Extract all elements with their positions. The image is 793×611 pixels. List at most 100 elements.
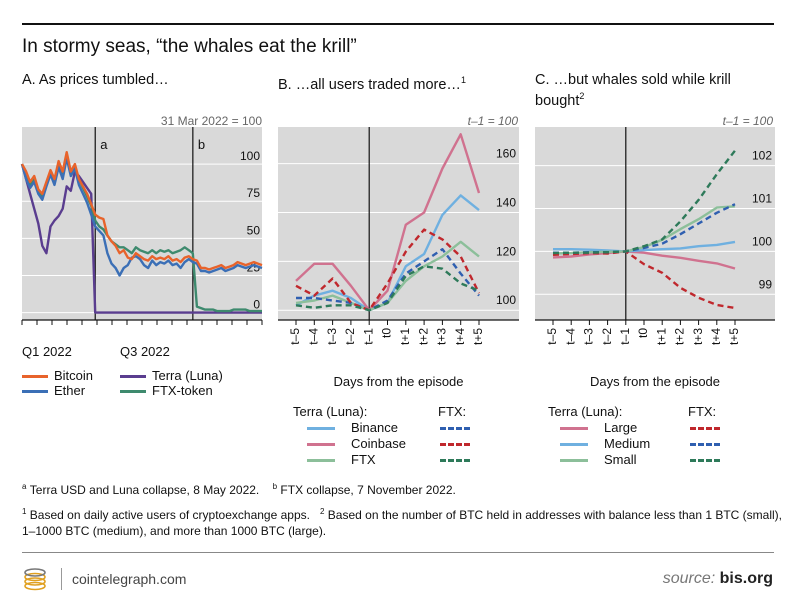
chart-a-series-terra-luna: [20, 163, 262, 314]
chart-c-xtick-label-0: t–5: [545, 328, 559, 345]
legend-c-col1-header: Terra (Luna):: [548, 404, 623, 419]
legend-c-swatch-small: [560, 459, 588, 462]
chart-c-series-medium-terra: [553, 240, 736, 253]
chart-c-xtick-label-10: t+5: [727, 328, 741, 345]
chart-b-ytick-120: 120: [496, 244, 516, 258]
legend-a-swatch-ether: [22, 390, 48, 393]
chart-a-ytick-50: 50: [247, 223, 261, 237]
chart-b-series-binance-ftx: [296, 248, 480, 312]
chart-c-xtick-label-9: t+4: [709, 328, 723, 345]
legend-a-label-ftx-token: FTX-token: [152, 383, 213, 398]
panel-c-subtitle: t–1 = 100: [722, 114, 773, 128]
chart-a-series-ether: [20, 157, 263, 277]
legend-c-label-large: Large: [604, 420, 638, 435]
chart-a-xlabel-q3-2022: Q3 2022: [120, 344, 170, 359]
chart-c-ytick-99: 99: [759, 277, 773, 291]
legend-c-dash-large: [690, 427, 720, 430]
footnote-a-mark: a: [22, 482, 27, 491]
legend-c-label-medium: Medium: [604, 436, 651, 451]
chart-c-series-small-ftx: [552, 149, 736, 255]
panel-c-title-line1: C. …but whales sold while krill: [535, 72, 731, 88]
chart-b: 100 120 140 160 t–5 t–4 t–3 t–2 t–1 t0 t+1 t+2 t+3 t+…: [278, 127, 519, 389]
chart-b-xtick-label-1: t–4: [306, 328, 320, 345]
chart-c-ytick-102: 102: [752, 149, 772, 163]
chart-c-series-large-terra: [552, 250, 736, 270]
chart-b-xtick-label-6: t+1: [398, 328, 412, 345]
chart-c-xtick-label-4: t–1: [618, 328, 632, 345]
chart-b-xtick-label-0: t–5: [288, 328, 302, 345]
panel-b-title: B. …all users traded more…1: [278, 72, 466, 93]
legend-a-swatch-terra: [120, 375, 146, 378]
legend-c-dash-small: [690, 459, 720, 462]
legend-b-swatch-binance: [307, 427, 335, 430]
chart-b-xaxis-title: Days from the episode: [333, 374, 463, 389]
legend-b-label-coinbase: Coinbase: [351, 436, 406, 451]
panel-c-title: C. …but whales sold while krill bought2: [535, 72, 731, 109]
chart-b-xtick-label-7: t+2: [416, 328, 430, 345]
chart-b-series-coinbase-ftx: [295, 228, 481, 312]
panel-a-subtitle: 31 Mar 2022 = 100: [160, 114, 262, 128]
chart-b-xtick-label-3: t–2: [343, 328, 357, 345]
chart-b-ytick-100: 100: [496, 293, 516, 307]
chart-a-ytick-0: 0: [253, 298, 260, 312]
legend-b-dash-coinbase: [440, 443, 470, 446]
legend-c-swatch-large: [560, 427, 588, 430]
chart-c-ytick-100: 100: [752, 234, 772, 248]
chart-a-event-label-a: a: [100, 137, 108, 152]
chart-a-event-label-b: b: [198, 137, 205, 152]
footnote-b-text: FTX collapse, 7 November 2022.: [280, 483, 456, 497]
legend-c-col2-header: FTX:: [688, 404, 717, 419]
chart-a-ytick-100: 100: [240, 149, 260, 163]
chart-b-xtick-label-9: t+4: [453, 328, 467, 345]
legend-c-dash-medium: [690, 443, 720, 446]
top-rule: [22, 23, 774, 25]
chart-c-ytick-101: 101: [752, 191, 772, 205]
chart-b-ytick-140: 140: [496, 196, 516, 210]
legend-a: Bitcoin Ether Terra (Luna) FTX-token: [22, 368, 272, 408]
panel-a-title: A. As prices tumbled…: [22, 72, 169, 88]
brand-link[interactable]: cointelegraph.com: [72, 571, 187, 587]
panel-c-title-line2: bought: [535, 92, 580, 109]
footnote-a-text: Terra USD and Luna collapse, 8 May 2022.: [29, 483, 260, 497]
chart-c-xtick-label-8: t+3: [691, 328, 705, 345]
chart-c-xtick-label-1: t–4: [563, 328, 577, 345]
legend-a-label-terra: Terra (Luna): [152, 368, 223, 383]
panel-c-title-sup: 2: [579, 91, 585, 101]
legend-b-swatch-ftx: [307, 459, 335, 462]
chart-b-xtick-label-5: t0: [380, 328, 394, 338]
chart-c-xtick-label-3: t–2: [600, 328, 614, 345]
footnote-2-mark: 2: [319, 507, 325, 516]
chart-c-xtick-label-5: t0: [636, 328, 650, 338]
chart-c-xtick-label-6: t+1: [654, 328, 668, 345]
legend-c: Terra (Luna): FTX: Large Medium Small: [548, 404, 778, 468]
chart-c-xtick-label-2: t–3: [582, 328, 596, 345]
chart-a-ytick-75: 75: [247, 186, 261, 200]
legend-a-label-bitcoin: Bitcoin: [54, 368, 94, 383]
panel-b-title-text: B. …all users traded more…: [278, 76, 461, 93]
footnote-events: a Terra USD and Luna collapse, 8 May 202…: [22, 479, 456, 498]
legend-b: Terra (Luna): FTX: Binance Coinbase FTX: [293, 404, 523, 468]
chart-c: 99 100 101 102 t–5 t–4 t–3 t–2 t–1 t0 t+1 t+2 t+3 t+4…: [535, 127, 775, 389]
panel-b-subtitle: t–1 = 100: [467, 114, 518, 128]
footnote-2-line1: Based on the number of BTC held in addre…: [327, 508, 783, 522]
footer-separator: [22, 552, 774, 553]
footnote-sources: 1 Based on daily active users of cryptoe…: [22, 504, 782, 539]
source-name: bis.org: [719, 570, 773, 587]
legend-c-label-small: Small: [604, 452, 637, 467]
legend-a-swatch-bitcoin: [22, 375, 48, 378]
legend-b-label-ftx: FTX: [351, 452, 376, 467]
source-label: source:: [662, 570, 716, 587]
figure-title: In stormy seas, “the whales eat the kril…: [22, 36, 357, 57]
legend-a-label-ether: Ether: [54, 383, 86, 398]
footnote-1-mark: 1: [22, 507, 27, 516]
legend-b-swatch-coinbase: [307, 443, 335, 446]
chart-b-ytick-160: 160: [496, 147, 516, 161]
source-credit: source: bis.org: [663, 570, 773, 588]
chart-b-xtick-label-4: t–1: [361, 328, 375, 345]
chart-b-xtick-label-10: t+5: [471, 328, 485, 345]
chart-a-plot-area: [22, 127, 262, 320]
legend-b-label-binance: Binance: [351, 420, 398, 435]
footnote-b-mark: b: [272, 482, 278, 491]
